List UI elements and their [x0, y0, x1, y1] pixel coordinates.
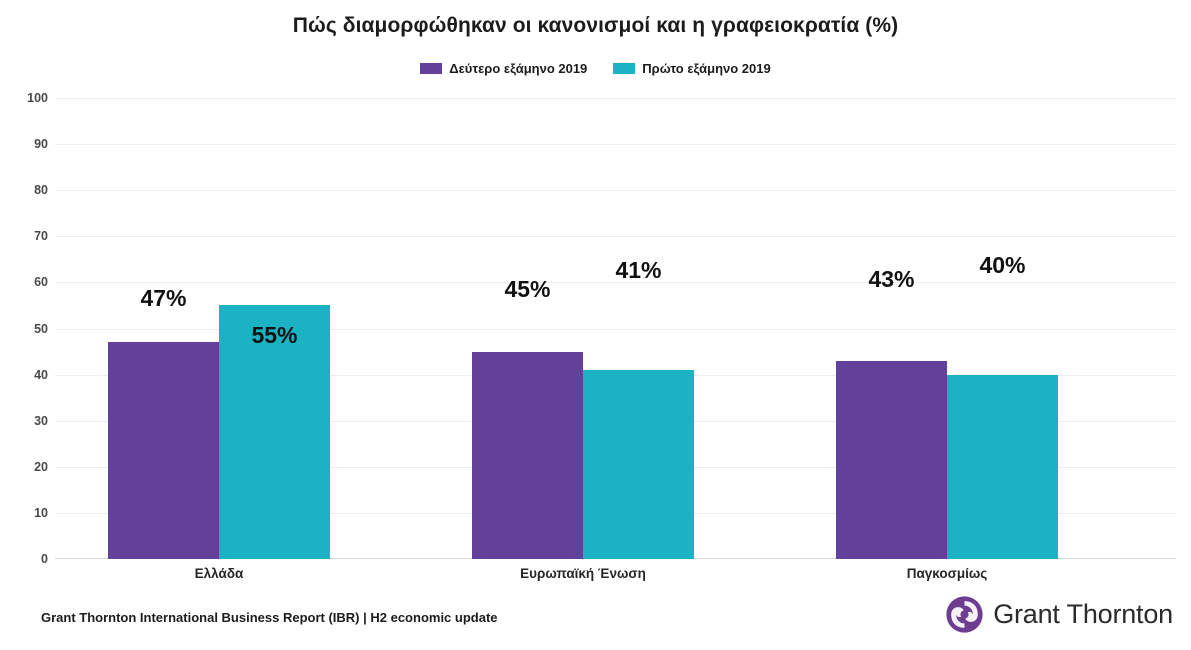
gridline-50 — [55, 328, 1176, 330]
bar-value-label-series-1-category-1: 47% — [140, 284, 187, 311]
legend-item-series-1[interactable]: Δεύτερο εξάμηνο 2019 — [420, 61, 587, 76]
legend-label-series-2: Πρώτο εξάμηνο 2019 — [642, 61, 771, 76]
y-tick-100: 100 — [27, 91, 48, 105]
chart-legend: Δεύτερο εξάμηνο 2019 Πρώτο εξάμηνο 2019 — [0, 61, 1191, 76]
gridline-100 — [55, 98, 1176, 99]
bar-value-label-series-2-category-3: 40% — [979, 252, 1026, 279]
y-tick-40: 40 — [34, 367, 48, 382]
bar-series-1-category-1[interactable] — [108, 342, 219, 559]
x-axis-label-category-1: Ελλάδα — [194, 566, 244, 581]
gridline-60 — [55, 282, 1176, 284]
y-tick-50: 50 — [34, 321, 48, 336]
gridline-70 — [55, 236, 1176, 238]
bar-value-label-series-2-category-1: 55% — [251, 321, 298, 348]
brand-logo: Grant Thornton — [946, 596, 1173, 633]
chart-title: Πώς διαμορφώθηκαν οι κανονισμοί και η γρ… — [292, 14, 899, 37]
legend-item-series-2[interactable]: Πρώτο εξάμηνο 2019 — [613, 61, 771, 76]
bar-series-1-category-3[interactable] — [836, 360, 947, 559]
y-tick-60: 60 — [34, 275, 48, 290]
bar-series-2-category-2[interactable] — [583, 370, 694, 559]
y-tick-10: 10 — [34, 505, 48, 520]
legend-label-series-1: Δεύτερο εξάμηνο 2019 — [449, 61, 588, 76]
plot-area: 47% 55% 45% 41% 43% 40% — [55, 98, 1176, 559]
y-tick-30: 30 — [34, 413, 48, 428]
bar-value-label-series-1-category-3: 43% — [868, 266, 915, 293]
bar-series-1-category-2[interactable] — [472, 351, 583, 559]
bar-value-label-series-2-category-2: 41% — [615, 257, 662, 283]
bar-series-2-category-3[interactable] — [947, 374, 1058, 559]
grant-thornton-swirl-icon — [946, 596, 983, 633]
legend-swatch-icon-series-1 — [420, 63, 443, 74]
y-tick-20: 20 — [34, 459, 48, 474]
bar-series-2-category-1[interactable] — [219, 305, 330, 559]
x-axis-label-category-2: Ευρωπαϊκή Ένωση — [520, 566, 646, 581]
footer-source-note: Grant Thornton International Business Re… — [41, 610, 498, 625]
y-tick-0: 0 — [41, 552, 48, 566]
gridline-80 — [55, 190, 1176, 192]
bar-value-label-series-1-category-2: 45% — [504, 275, 551, 302]
y-tick-80: 80 — [34, 183, 48, 198]
y-tick-90: 90 — [34, 137, 48, 152]
y-tick-70: 70 — [34, 229, 48, 244]
y-axis: 100 90 80 70 60 50 40 30 20 10 0 — [0, 91, 48, 566]
gridline-90 — [55, 144, 1176, 146]
legend-swatch-icon-series-2 — [613, 63, 636, 74]
brand-wordmark: Grant Thornton — [993, 599, 1173, 629]
x-axis-label-category-3: Παγκοσμίως — [906, 566, 988, 581]
